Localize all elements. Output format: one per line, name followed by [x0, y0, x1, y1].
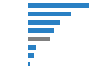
Bar	[28, 28, 54, 33]
Bar	[28, 62, 30, 66]
Bar	[28, 20, 60, 25]
Bar	[28, 45, 36, 50]
Bar	[28, 37, 50, 41]
Bar	[28, 3, 89, 8]
Bar	[28, 12, 71, 16]
Bar	[28, 53, 34, 58]
